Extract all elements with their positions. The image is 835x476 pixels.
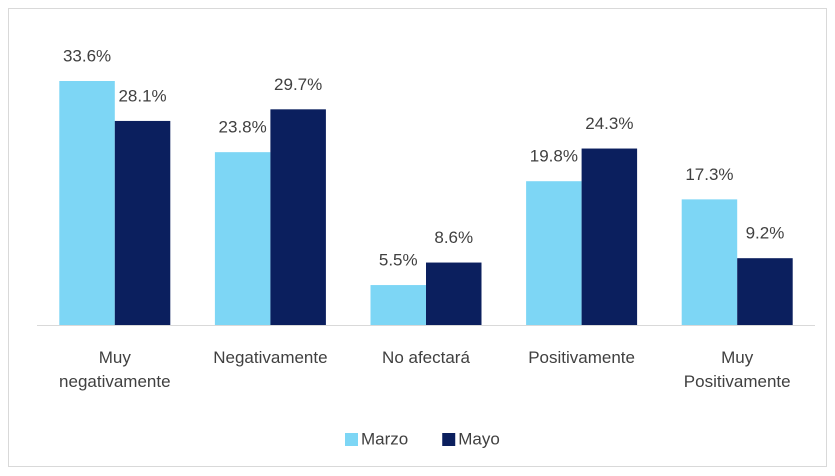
legend-label: Mayo — [458, 429, 500, 448]
value-label: 5.5% — [379, 251, 418, 270]
bar — [114, 120, 171, 325]
value-label: 28.1% — [118, 86, 166, 105]
x-tick-label: Positivamente — [528, 348, 635, 367]
bar — [214, 152, 271, 325]
value-label: 9.2% — [746, 224, 785, 243]
legend-swatch — [345, 433, 358, 446]
bar — [270, 109, 326, 325]
value-label: 19.8% — [530, 147, 578, 166]
value-label: 33.6% — [63, 46, 111, 65]
x-tick-label: Muy Positivamente — [683, 348, 791, 391]
bar — [59, 81, 115, 325]
bar — [681, 199, 738, 325]
bar — [370, 285, 426, 325]
x-tick-label: No afectará — [382, 348, 470, 367]
x-tick-label: Muy negativamente — [59, 348, 171, 391]
bar — [581, 148, 638, 325]
value-label: 24.3% — [585, 114, 633, 133]
bar — [426, 262, 482, 325]
value-label: 17.3% — [685, 165, 733, 184]
value-label: 29.7% — [274, 75, 322, 94]
value-label: 23.8% — [219, 118, 267, 137]
legend-label: Marzo — [361, 429, 408, 448]
legend-swatch — [442, 433, 456, 446]
bar — [737, 258, 793, 325]
x-tick-label: Negativamente — [213, 348, 328, 367]
bar — [526, 181, 582, 325]
value-label: 8.6% — [434, 228, 473, 247]
